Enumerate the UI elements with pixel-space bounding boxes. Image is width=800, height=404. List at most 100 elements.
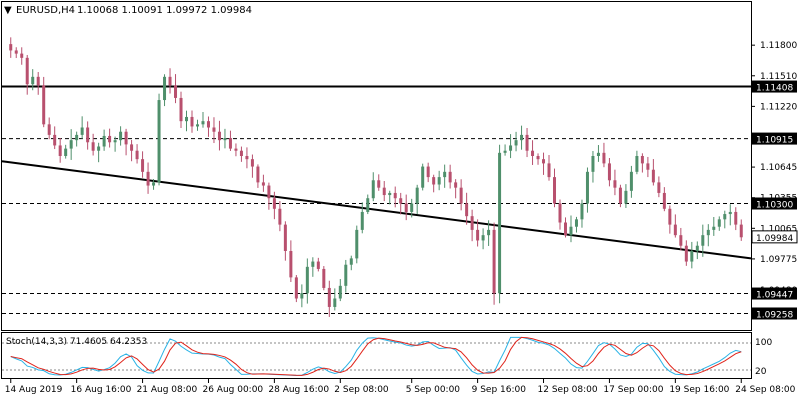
candle-body bbox=[734, 211, 738, 225]
candle-body bbox=[684, 245, 688, 262]
candle-body bbox=[86, 127, 90, 143]
time-tick-label: 14 Aug 2019 bbox=[5, 385, 63, 395]
candle-body bbox=[591, 156, 595, 172]
time-tick-label: 16 Aug 16:00 bbox=[71, 385, 132, 395]
candle-body bbox=[190, 116, 194, 127]
time-tick-label: 21 Aug 08:00 bbox=[137, 385, 198, 395]
candle-body bbox=[322, 268, 326, 288]
time-tick-label: 17 Sep 00:00 bbox=[603, 385, 663, 395]
current-price-tag: 1.09984 bbox=[756, 234, 793, 244]
candle-body bbox=[531, 150, 535, 156]
price-tick-label: 1.09775 bbox=[760, 255, 797, 265]
candle-body bbox=[662, 192, 666, 209]
candle-body bbox=[388, 192, 392, 196]
ohlc-readout: 1.10068 1.10091 1.09972 1.09984 bbox=[77, 5, 252, 16]
candle-body bbox=[640, 156, 644, 164]
candle-body bbox=[228, 138, 232, 149]
candle-body bbox=[629, 171, 633, 191]
candle-body bbox=[195, 124, 199, 127]
candle-body bbox=[75, 134, 79, 141]
candle-body bbox=[152, 182, 156, 186]
candle-body bbox=[146, 171, 150, 186]
candle-body bbox=[163, 76, 167, 101]
candle-body bbox=[492, 229, 496, 294]
time-tick-label: 19 Sep 16:00 bbox=[669, 385, 729, 395]
candlestick-series bbox=[9, 37, 743, 317]
stochastic-lines bbox=[10, 336, 742, 377]
price-level-labels: 1.11408 1.10915 1.10300 1.09447 1.09258 1.099… bbox=[751, 80, 798, 320]
candle-body bbox=[536, 156, 540, 160]
candle-body bbox=[58, 145, 62, 156]
candle-body bbox=[327, 287, 331, 307]
candle-body bbox=[503, 150, 507, 153]
candle-body bbox=[580, 203, 584, 220]
candle-body bbox=[415, 187, 419, 204]
candle-body bbox=[717, 219, 721, 227]
time-tick-label: 2 Sep 08:00 bbox=[334, 385, 389, 395]
price-tick-label: 1.10645 bbox=[760, 163, 797, 173]
candle-body bbox=[272, 198, 276, 209]
candle-body bbox=[459, 187, 463, 204]
candle-body bbox=[421, 166, 425, 188]
candle-body bbox=[168, 76, 172, 86]
price-tick-label: 1.11220 bbox=[760, 102, 797, 112]
candle-body bbox=[481, 235, 485, 241]
trendline-layer[interactable] bbox=[1, 160, 752, 260]
candle-body bbox=[97, 146, 101, 151]
level-tag-bg bbox=[752, 307, 797, 320]
candle-body bbox=[250, 159, 254, 167]
candle-body bbox=[470, 216, 474, 230]
level-tag-bg bbox=[752, 132, 797, 145]
candle-body bbox=[542, 159, 546, 164]
candle-body bbox=[739, 224, 743, 238]
candle-body bbox=[585, 171, 589, 204]
candle-body bbox=[206, 121, 210, 128]
candle-body bbox=[300, 293, 304, 299]
candle-body bbox=[113, 140, 117, 143]
candle-body bbox=[141, 159, 145, 172]
price-axis[interactable]: 1.118001.115101.112201.106451.103551.100… bbox=[751, 41, 797, 296]
candle-body bbox=[399, 198, 403, 204]
candle-body bbox=[712, 226, 716, 230]
candle-body bbox=[157, 100, 161, 183]
candle-body bbox=[520, 134, 524, 141]
time-tick-label: 5 Sep 00:00 bbox=[406, 385, 461, 395]
current-price-tag-bg bbox=[751, 230, 798, 244]
level-tag-1.09447: 1.09447 bbox=[756, 291, 793, 301]
candle-body bbox=[635, 156, 639, 172]
stoch-main-line bbox=[10, 336, 742, 377]
candle-body bbox=[20, 53, 24, 58]
time-tick-label: 26 Aug 00:00 bbox=[202, 385, 263, 395]
candle-body bbox=[448, 171, 452, 183]
candle-body bbox=[651, 169, 655, 183]
candle-body bbox=[9, 44, 13, 51]
candle-body bbox=[371, 180, 375, 199]
candle-body bbox=[596, 152, 600, 156]
candle-body bbox=[624, 190, 628, 204]
candle-body bbox=[498, 152, 502, 294]
chart-menu-icon[interactable]: ▼ bbox=[4, 5, 12, 16]
stoch-signal-line bbox=[10, 336, 742, 376]
level-tag-1.11408: 1.11408 bbox=[756, 84, 793, 94]
level-tag-1.10300: 1.10300 bbox=[756, 201, 793, 211]
candle-body bbox=[393, 192, 397, 199]
candle-body bbox=[646, 163, 650, 170]
horizontal-levels[interactable] bbox=[2, 85, 751, 314]
indicator-label: Stoch(14,3,3) 71.4605 64.2353 bbox=[6, 337, 147, 347]
level-tag-bg bbox=[752, 80, 797, 93]
candle-body bbox=[366, 198, 370, 212]
candle-body bbox=[404, 203, 408, 212]
candle-body bbox=[239, 150, 243, 156]
candle-body bbox=[728, 211, 732, 215]
time-axis[interactable]: 14 Aug 2019 16 Aug 16:00 21 Aug 08:00 26 Au… bbox=[5, 379, 796, 395]
candle-body bbox=[679, 235, 683, 246]
candle-body bbox=[487, 229, 491, 236]
candle-body bbox=[377, 180, 381, 188]
candle-body bbox=[338, 285, 342, 299]
candle-body bbox=[64, 148, 68, 156]
price-panel-frame bbox=[1, 1, 752, 331]
level-tag-1.09258: 1.09258 bbox=[756, 310, 793, 320]
time-tick-label: 24 Sep 08:00 bbox=[735, 385, 795, 395]
